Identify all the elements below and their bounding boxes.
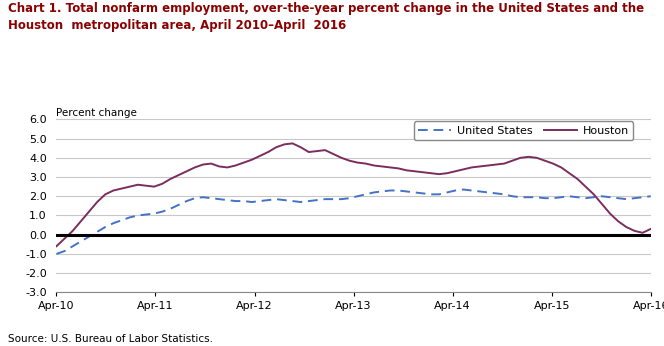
Line: Houston: Houston [56,143,651,246]
Line: United States: United States [56,190,651,254]
Houston [248,158,256,162]
Text: Houston  metropolitan area, April 2010–April  2016: Houston metropolitan area, April 2010–Ap… [8,19,346,32]
United States [459,188,467,192]
Text: Chart 1. Total nonfarm employment, over-the-year percent change in the United St: Chart 1. Total nonfarm employment, over-… [8,2,644,15]
United States [183,199,191,203]
United States [248,200,256,204]
Houston [183,169,191,173]
Houston [598,202,606,206]
United States [378,189,386,193]
Legend: United States, Houston: United States, Houston [414,121,633,140]
Houston [52,244,60,248]
United States [598,194,606,198]
Text: Percent change: Percent change [56,108,137,118]
Houston [386,165,394,170]
Houston [647,227,655,231]
Houston [394,166,402,171]
Houston [175,173,183,177]
United States [52,252,60,256]
Text: Source: U.S. Bureau of Labor Statistics.: Source: U.S. Bureau of Labor Statistics. [8,334,213,344]
Houston [289,141,297,145]
United States [175,203,183,207]
United States [386,189,394,193]
United States [647,194,655,198]
